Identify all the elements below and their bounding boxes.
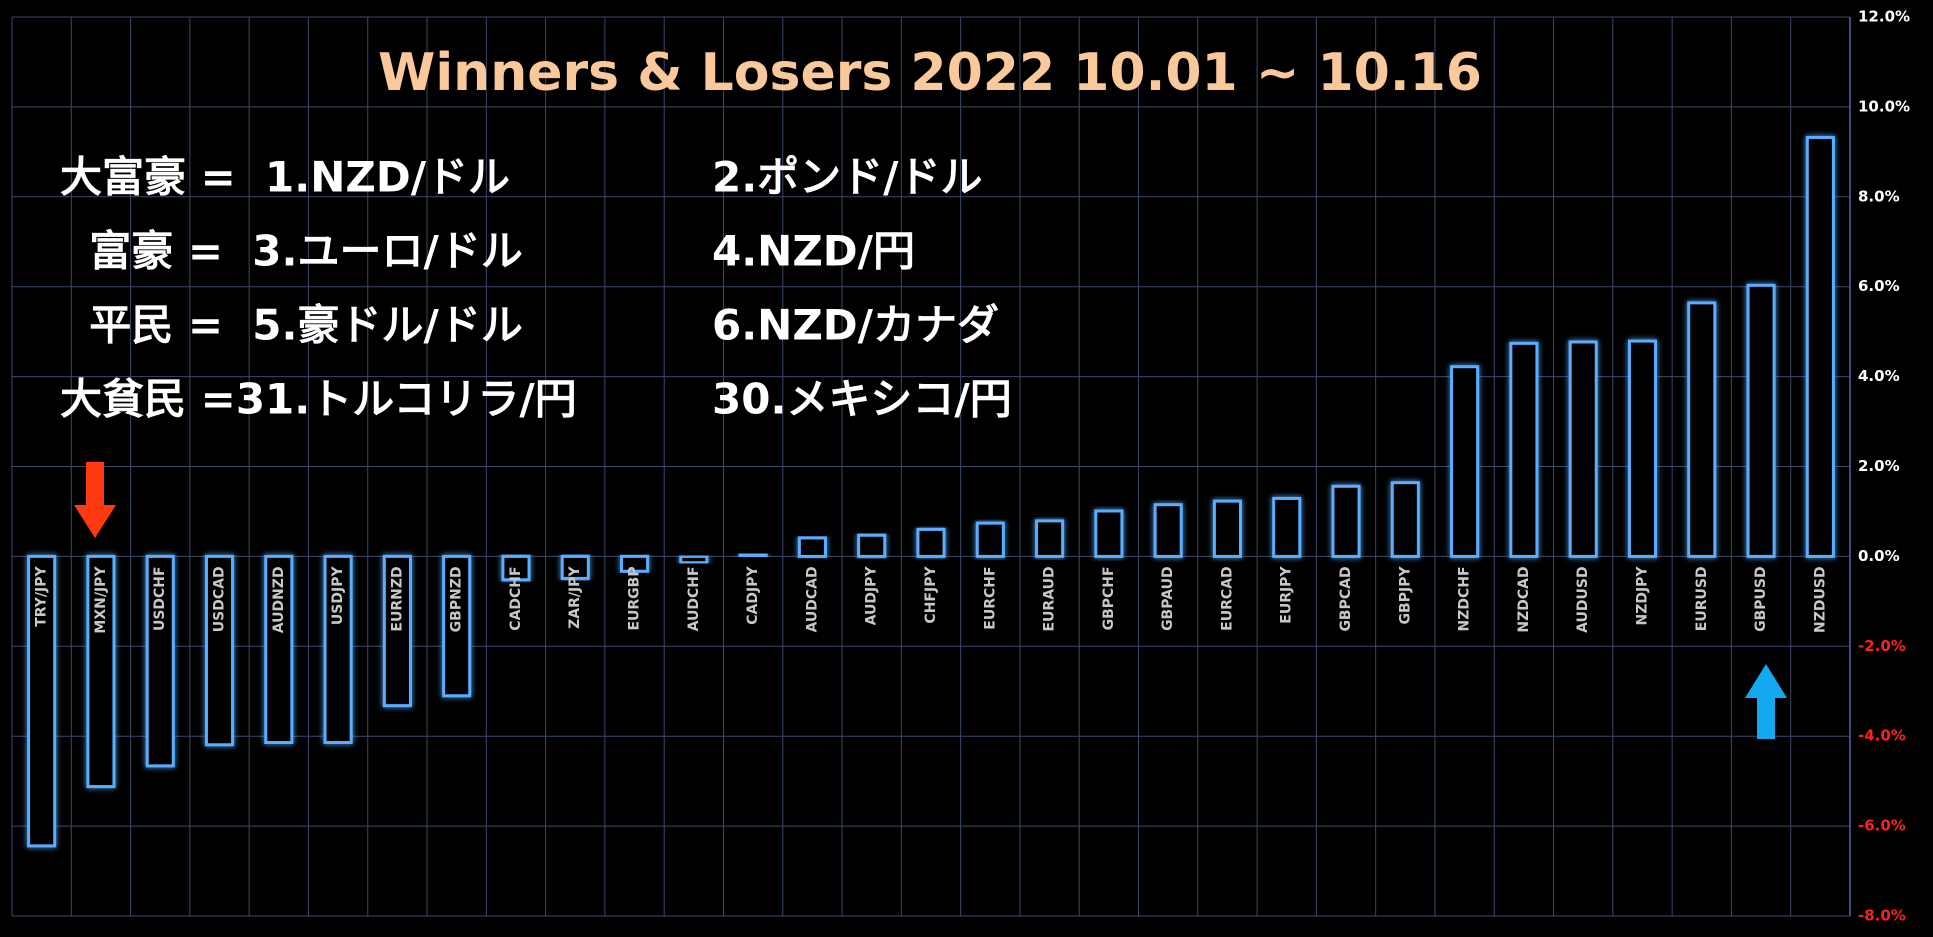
- x-tick-label: MXN/JPY: [93, 566, 109, 634]
- bar: [442, 554, 472, 698]
- x-tick-label: AUDJPY: [864, 566, 880, 626]
- bar: [1627, 339, 1658, 558]
- bar: [1687, 301, 1717, 558]
- bar: [86, 554, 116, 789]
- x-tick-label: GBPJPY: [1397, 566, 1413, 625]
- x-tick-label: EURNZD: [389, 566, 405, 631]
- annotation-right: 30.メキシコ/円: [712, 375, 1012, 424]
- y-tick-label: 0.0%: [1858, 547, 1900, 565]
- x-tick-label: GBPUSD: [1753, 566, 1769, 632]
- y-tick-label: 2.0%: [1858, 457, 1900, 475]
- x-tick-label: TRY/JPY: [34, 566, 50, 627]
- x-tick-label: EURJPY: [1279, 566, 1295, 624]
- x-tick-label: GBPCAD: [1338, 566, 1354, 631]
- bar: [1805, 135, 1835, 558]
- bar: [797, 536, 827, 558]
- bar: [145, 554, 175, 768]
- x-tick-label: AUDNZD: [271, 566, 287, 633]
- bar: [857, 533, 887, 558]
- y-tick-label: 4.0%: [1858, 367, 1900, 385]
- bar: [1153, 503, 1183, 558]
- annotation-right: 6.NZD/カナダ: [712, 301, 999, 350]
- y-tick-label: 8.0%: [1858, 187, 1900, 205]
- bar: [1331, 484, 1361, 558]
- x-tick-label: AUDCHF: [686, 566, 702, 631]
- bar: [1272, 496, 1302, 558]
- bar: [1568, 340, 1598, 558]
- annotation-left: 平民 = 5.豪ドル/ドル: [60, 301, 523, 350]
- y-tick-label: -4.0%: [1858, 727, 1906, 745]
- bar: [1035, 519, 1065, 558]
- bar: [679, 554, 709, 565]
- annotation-left: 大富豪 = 1.NZD/ドル: [60, 153, 510, 202]
- x-tick-label: EURCAD: [1219, 566, 1235, 630]
- y-tick-label: 10.0%: [1858, 97, 1910, 115]
- x-tick-label: NZDCHF: [1457, 566, 1473, 631]
- y-tick-label: -8.0%: [1858, 907, 1906, 925]
- bar: [264, 554, 294, 744]
- down-arrow: [74, 462, 116, 538]
- bar: [1450, 365, 1480, 558]
- bar: [975, 521, 1005, 558]
- up-arrow: [1745, 664, 1787, 739]
- bar: [738, 552, 768, 558]
- x-tick-label: CADCHF: [508, 566, 524, 630]
- x-tick-label: CADJPY: [745, 566, 761, 625]
- bars: [27, 135, 1835, 848]
- x-tick-label: NZDCAD: [1516, 566, 1532, 632]
- bar: [1212, 499, 1242, 558]
- x-tick-label: GBPAUD: [1160, 566, 1176, 631]
- x-tick-label: EURCHF: [982, 566, 998, 629]
- bar: [916, 527, 946, 558]
- bar: [1094, 509, 1124, 558]
- bar: [560, 554, 590, 580]
- annotation-left: 富豪 = 3.ユーロ/ドル: [60, 227, 523, 276]
- x-tick-label: GBPNZD: [449, 566, 465, 632]
- annotation-right: 4.NZD/円: [712, 227, 915, 276]
- bar: [1390, 481, 1420, 558]
- bar: [204, 554, 235, 747]
- x-tick-label: ZAR/JPY: [567, 566, 583, 629]
- bar: [1746, 283, 1776, 558]
- x-tick-label: NZDJPY: [1634, 566, 1650, 626]
- grid: [11, 16, 1851, 917]
- x-tick-label: GBPCHF: [1101, 566, 1117, 630]
- x-tick-label: EURGBP: [627, 566, 643, 630]
- bar: [1509, 341, 1539, 558]
- y-tick-label: 12.0%: [1858, 8, 1910, 26]
- annotations: 大富豪 = 1.NZD/ドル 2.ポンド/ドル 富豪 = 3.ユーロ/ドル 4.NZ…: [60, 153, 1012, 424]
- bar: [323, 554, 353, 744]
- x-tick-label: NZDUSD: [1812, 566, 1828, 633]
- y-tick-label: -2.0%: [1858, 637, 1906, 655]
- bar: [382, 554, 412, 708]
- x-tick-label: EURAUD: [1042, 566, 1058, 631]
- y-tick-label: -6.0%: [1858, 817, 1906, 835]
- bar: [501, 554, 531, 582]
- annotation-left: 大貧民 =31.トルコリラ/円: [60, 375, 577, 424]
- bar: [27, 554, 57, 848]
- y-tick-label: 6.0%: [1858, 277, 1900, 295]
- x-tick-label: USDCAD: [212, 566, 228, 632]
- annotation-right: 2.ポンド/ドル: [712, 153, 983, 202]
- x-tick-label: AUDCAD: [804, 566, 820, 632]
- x-tick-label: AUDUSD: [1575, 566, 1591, 632]
- bar: [620, 554, 650, 573]
- chart-title: Winners & Losers 2022 10.01 ~ 10.16: [378, 43, 1482, 103]
- x-tick-label: USDJPY: [330, 566, 346, 626]
- x-tick-label: USDCHF: [152, 566, 168, 631]
- x-tick-label: EURUSD: [1694, 566, 1710, 631]
- x-tick-label: CHFJPY: [923, 566, 939, 624]
